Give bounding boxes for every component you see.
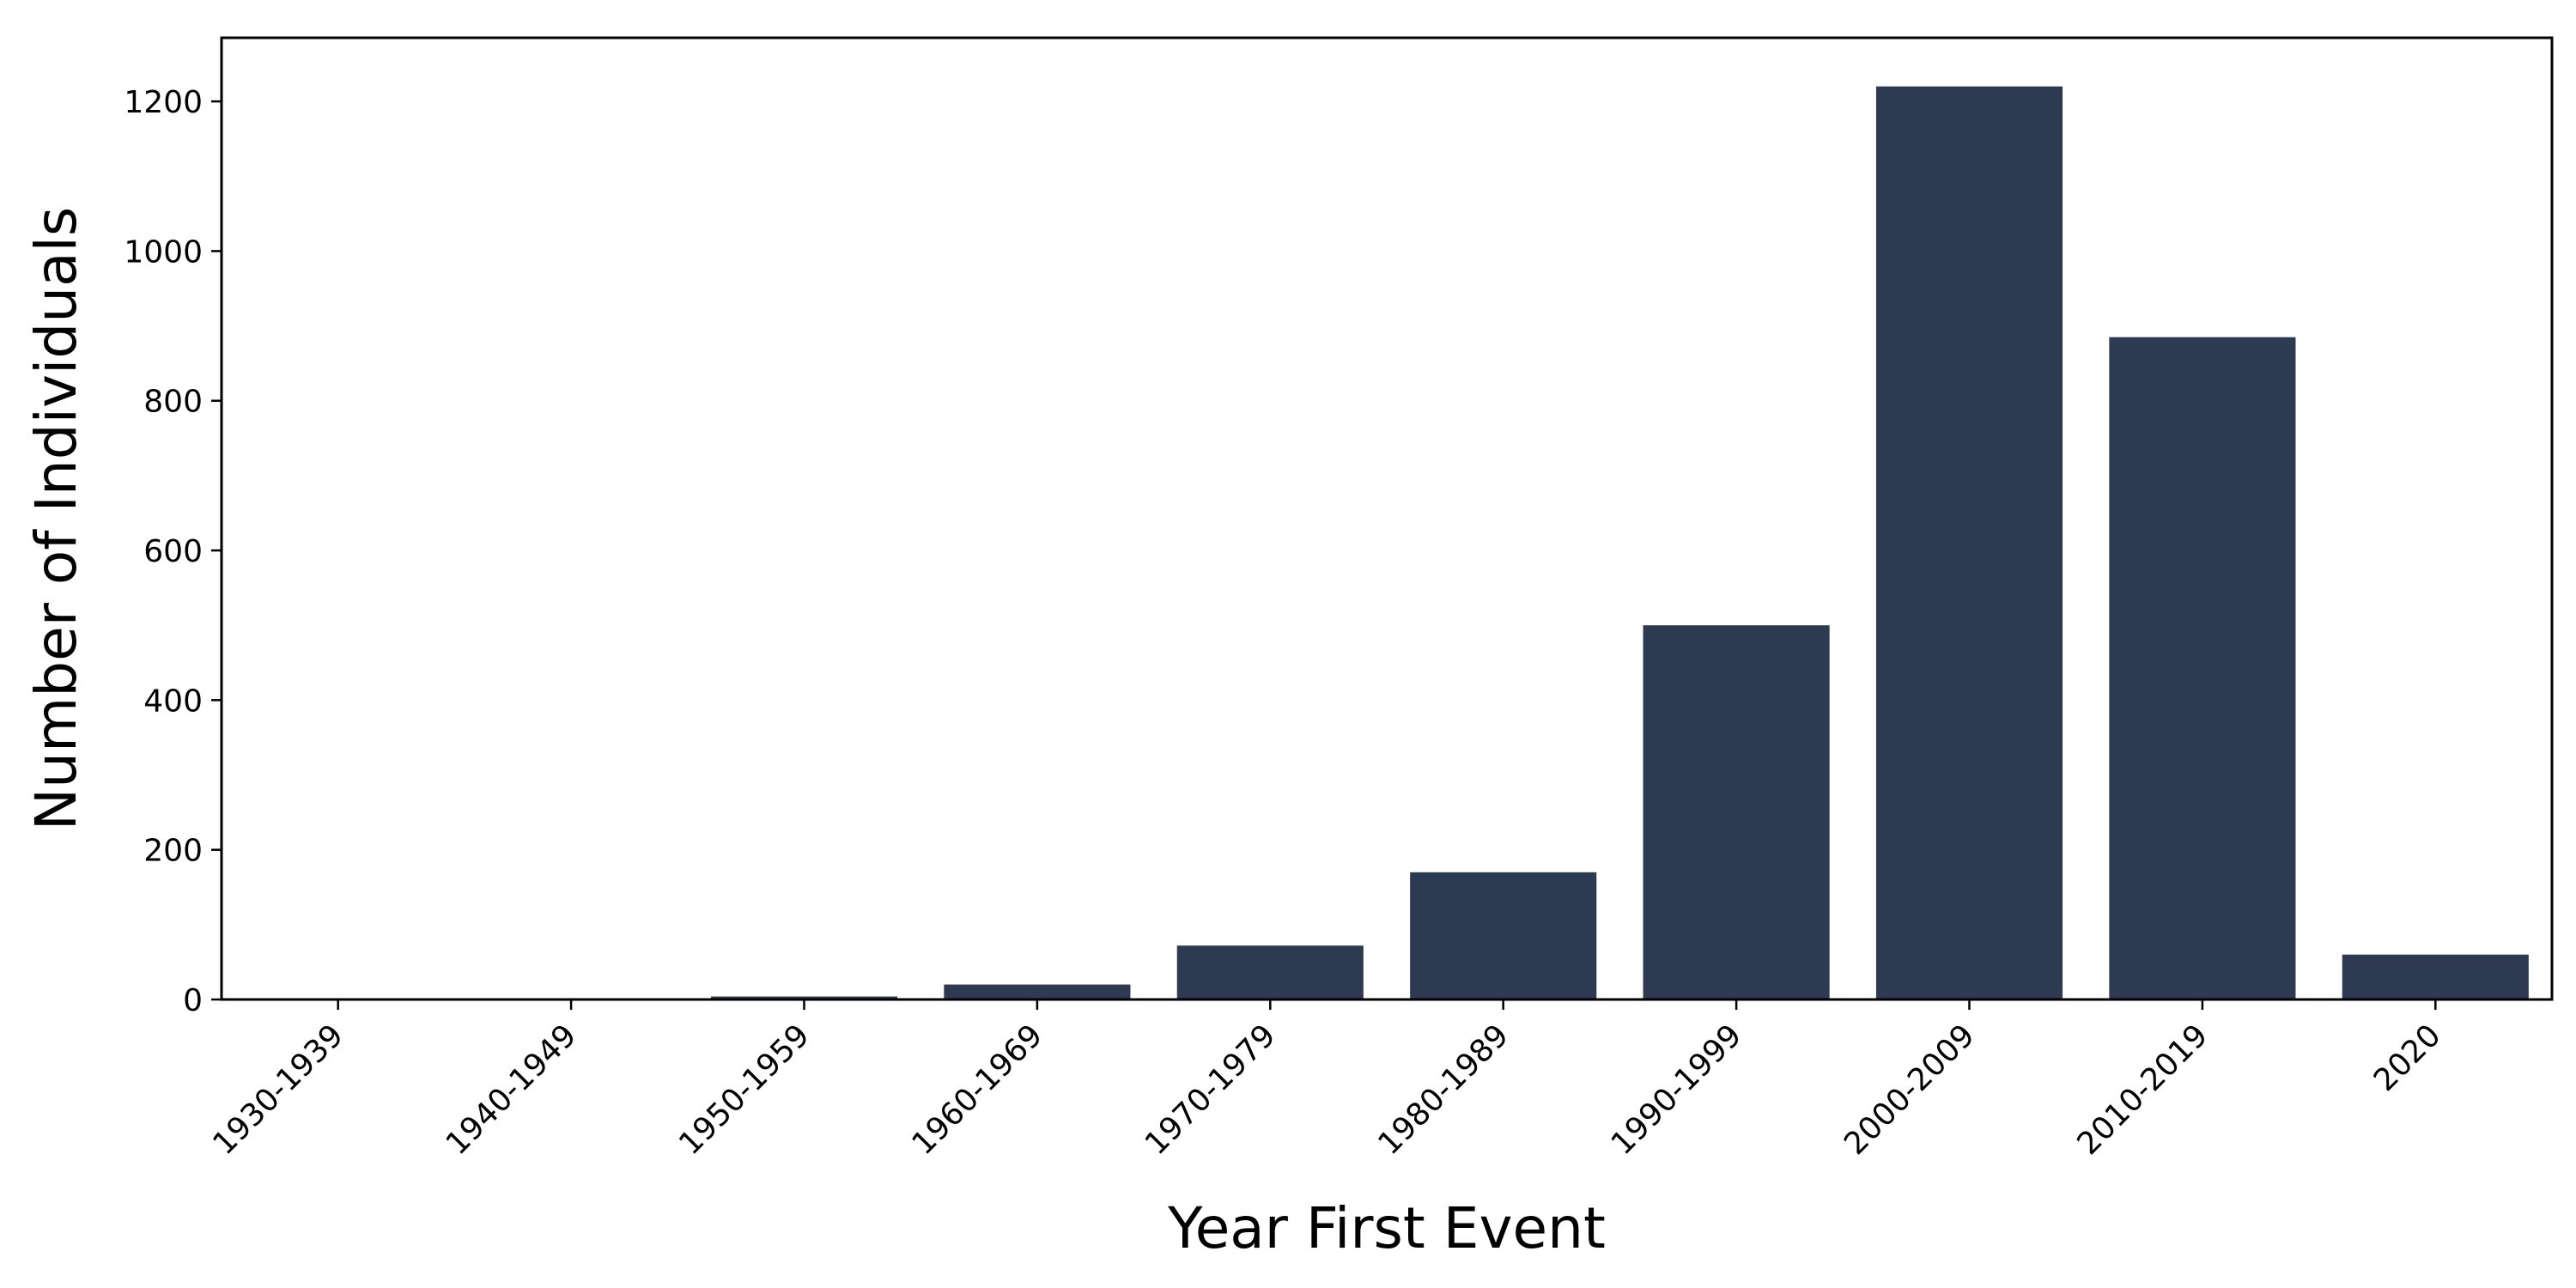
- bar-2000-2009: [1875, 86, 2063, 1000]
- plot-frame: [220, 36, 2554, 1001]
- y-tick-label: 200: [143, 834, 203, 869]
- x-tick-label: 2010-2019: [2071, 1018, 2215, 1162]
- x-tick-label: 1990-1999: [1605, 1018, 1749, 1162]
- x-axis-title: Year First Event: [1167, 1195, 1606, 1261]
- bar-1980-1989: [1410, 872, 1597, 999]
- y-axis: 0 200 400 600 800 1000 1200: [124, 85, 222, 1018]
- x-tick-label: 1960-1969: [906, 1018, 1050, 1162]
- bar-1960-1969: [944, 984, 1131, 999]
- y-tick-label: 800: [143, 385, 203, 420]
- x-axis: 1930-1939 1940-1949 1950-1959 1960-1969 1970…: [206, 999, 2448, 1162]
- y-tick-label: 600: [143, 534, 203, 569]
- x-tick-label: 2000-2009: [1838, 1018, 1982, 1162]
- x-tick-label: 1930-1939: [206, 1018, 350, 1162]
- y-tick-label: 0: [183, 983, 203, 1018]
- bar-1950-1959: [710, 996, 898, 999]
- x-tick-label: 1970-1979: [1139, 1018, 1283, 1162]
- bar-2010-2019: [2109, 337, 2296, 999]
- y-tick-label: 1200: [124, 85, 203, 120]
- x-tick-label: 2020: [2367, 1018, 2448, 1098]
- x-tick-label: 1940-1949: [440, 1018, 584, 1162]
- y-tick-label: 1000: [124, 234, 203, 270]
- bar-1990-1999: [1643, 625, 1830, 999]
- x-tick-label: 1950-1959: [672, 1018, 817, 1162]
- bars-layer: [245, 86, 2529, 1000]
- y-axis-title: Number of Individuals: [23, 207, 89, 831]
- bar-1970-1979: [1176, 945, 1364, 999]
- y-tick-label: 400: [143, 683, 203, 719]
- x-tick-label: 1980-1989: [1371, 1018, 1516, 1162]
- bar-2020: [2342, 954, 2529, 999]
